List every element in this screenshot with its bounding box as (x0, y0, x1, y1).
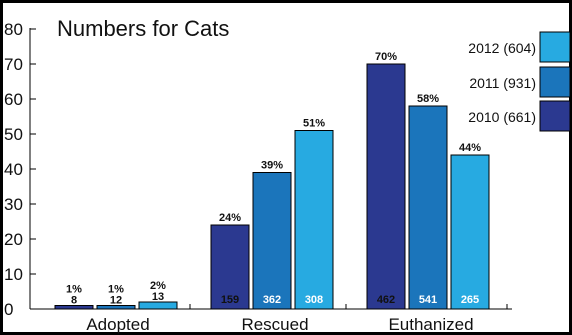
x-category-label: Adopted (86, 315, 149, 334)
bar-count-label: 541 (419, 294, 437, 306)
bar-percent-label: 70% (375, 51, 397, 63)
x-category-label: Euthanized (388, 315, 473, 334)
bar-2011-adopted (96, 305, 136, 310)
legend-swatch (539, 100, 571, 132)
bar-2011-euthanized (408, 105, 448, 310)
bar-count-label: 8 (71, 295, 77, 307)
bar-count-label: 12 (110, 295, 122, 307)
bar-count-label: 362 (263, 294, 281, 306)
bar-2010-euthanized (366, 63, 406, 310)
bar-percent-label: 24% (219, 212, 241, 224)
y-tick-label: 50 (4, 125, 23, 144)
bar-2011-rescued (252, 172, 292, 310)
x-category-label: Rescued (241, 315, 308, 334)
y-tick-label: 10 (4, 265, 23, 284)
y-tick-label: 60 (4, 90, 23, 109)
bar-percent-label: 58% (417, 93, 439, 105)
bar-percent-label: 51% (303, 118, 325, 130)
legend-swatch (539, 66, 571, 98)
bar-count-label: 265 (461, 294, 479, 306)
legend-label: 2011 (931) (469, 75, 536, 91)
bar-percent-label: 39% (261, 160, 283, 172)
bar-count-label: 159 (221, 294, 239, 306)
y-tick-label: 0 (4, 300, 13, 319)
legend-swatch (539, 31, 571, 63)
bar-2012-rescued (294, 130, 334, 310)
data-labels: 1%824%15970%4621%1239%36258%5412%1351%30… (66, 51, 481, 307)
chart-title: Numbers for Cats (57, 16, 229, 41)
y-tick-label: 70 (4, 55, 23, 74)
bar-2010-rescued (210, 224, 250, 310)
bar-percent-label: 1% (108, 284, 124, 296)
bar-2010-adopted (54, 305, 94, 310)
legend-label: 2010 (661) (468, 109, 536, 125)
y-tick-label: 20 (4, 230, 23, 249)
legend: 2012 (604) 2011 (931) 2010 (661) (468, 31, 571, 132)
bars (54, 63, 490, 310)
bar-percent-label: 44% (459, 142, 481, 154)
bar-2012-euthanized (450, 154, 490, 310)
bar-count-label: 13 (152, 291, 164, 303)
bar-count-label: 462 (377, 294, 395, 306)
legend-label: 2012 (604) (468, 40, 536, 56)
bar-count-label: 308 (305, 294, 323, 306)
y-tick-label: 80 (4, 20, 23, 39)
y-tick-label: 40 (4, 160, 23, 179)
y-tick-label: 30 (4, 195, 23, 214)
bar-2012-adopted (138, 301, 178, 310)
bar-percent-label: 2% (150, 280, 166, 292)
bar-percent-label: 1% (66, 284, 82, 296)
